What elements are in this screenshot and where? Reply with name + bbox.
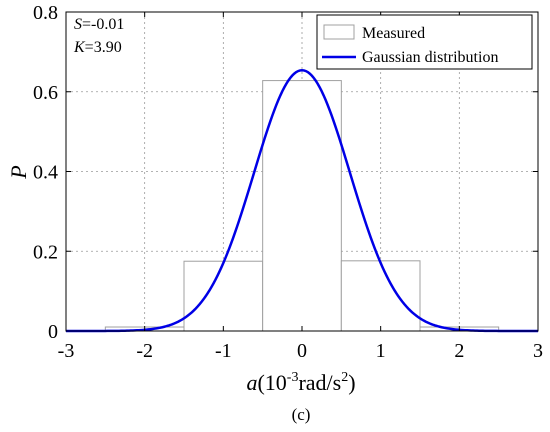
ticks-layer: [65, 11, 539, 332]
y-tick-label: 0.8: [33, 2, 58, 24]
y-axis-label: P: [6, 165, 31, 179]
x-tick-label: -2: [136, 340, 153, 362]
x-tick-label: -1: [215, 340, 232, 362]
legend-box: [316, 14, 533, 70]
x-tick-label: 1: [376, 340, 386, 362]
histogram-bar: [340, 260, 421, 332]
legend-swatch-measured: [323, 24, 355, 40]
x-tick-label: 3: [533, 340, 543, 362]
x-tick-label: 2: [454, 340, 464, 362]
y-tick-label: 0.2: [33, 241, 58, 263]
y-tick-label: 0.6: [33, 82, 58, 104]
x-tick-label: -3: [58, 340, 75, 362]
histogram-bar: [183, 260, 264, 332]
x-axis-label: a(10-3rad/s2): [246, 370, 355, 395]
y-tick-label: 0: [48, 321, 58, 343]
stat-k: K=3.90: [73, 39, 122, 56]
legend-label-gaussian: Gaussian distribution: [362, 49, 498, 66]
histogram-bar: [262, 80, 342, 332]
y-tick-label: 0.4: [33, 162, 58, 184]
figure-caption: (c): [292, 405, 311, 424]
x-tick-labels: -3 -2 -1 0 1 2 3: [58, 340, 543, 362]
stat-s: S=-0.01: [74, 16, 124, 33]
stats-annotation: S=-0.01 K=3.90: [73, 16, 124, 56]
legend: Measured Gaussian distribution: [316, 14, 533, 70]
bars-layer: [104, 80, 500, 332]
x-tick-label: 0: [297, 340, 307, 362]
y-tick-labels: 0 0.2 0.4 0.6 0.8: [33, 2, 58, 343]
legend-label-measured: Measured: [362, 25, 425, 42]
